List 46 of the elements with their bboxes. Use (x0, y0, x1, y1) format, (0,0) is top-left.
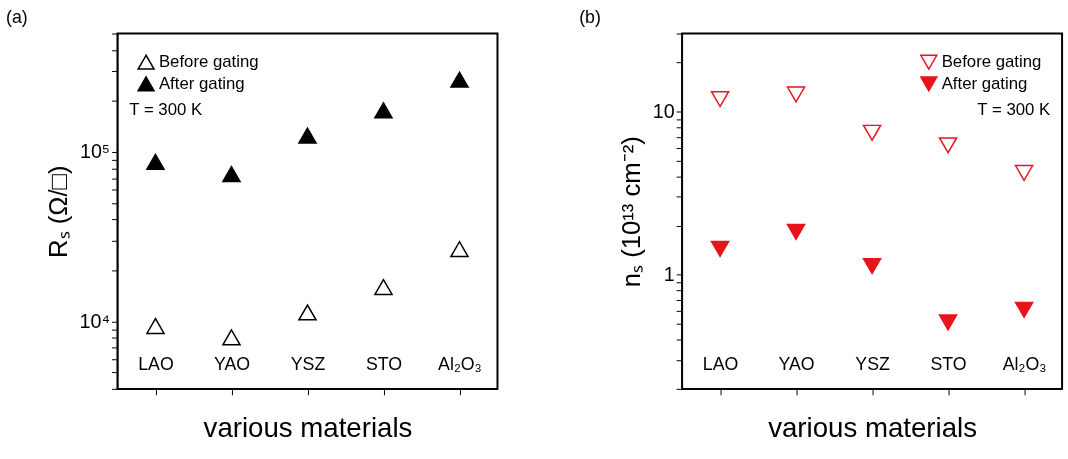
y-tick-label: 10 (652, 99, 675, 122)
x-tick-label: LAO (138, 353, 174, 374)
point (298, 127, 317, 144)
point (938, 314, 958, 331)
x-tick-label: YAO (778, 353, 815, 374)
x-tick-label: STO (930, 353, 967, 374)
point (374, 102, 393, 119)
x-tick-label: LAO (702, 353, 739, 374)
point (146, 153, 165, 170)
x-tick-label: Al₂O₃ (1002, 353, 1047, 374)
point (450, 71, 469, 88)
x-tick-label: STO (365, 353, 403, 374)
point (710, 240, 730, 258)
annotation: T = 300 K (977, 100, 1051, 120)
point (786, 223, 806, 241)
x-axis-title: various materials (203, 412, 413, 444)
point (1014, 301, 1034, 318)
y-tick-label: 1 (663, 263, 675, 286)
legend-label: After gating (941, 73, 1028, 93)
y-axis-title: nₛ (10¹³ cm⁻²) (616, 136, 645, 288)
point (862, 257, 882, 275)
point (938, 137, 958, 154)
point (222, 329, 241, 346)
point (710, 90, 730, 108)
annotation: T = 300 K (129, 100, 203, 120)
point (222, 165, 241, 183)
x-tick-label: YSZ (855, 353, 890, 374)
point (298, 304, 317, 321)
point (146, 317, 165, 335)
y-axis-title: Rₛ (Ω/□) (43, 165, 72, 258)
x-tick-label: Al₂O₃ (438, 353, 482, 374)
point (786, 86, 806, 103)
point (374, 278, 393, 296)
x-tick-label: YSZ (290, 353, 326, 374)
legend-label: After gating (158, 73, 245, 93)
y-tick-label: 10⁴ (79, 309, 111, 332)
point (1014, 164, 1034, 182)
chart-title: (b) (579, 7, 601, 28)
legend-label: Before gating (158, 52, 259, 72)
x-tick-label: YAO (213, 353, 251, 374)
point (450, 241, 469, 258)
legend-label: Before gating (941, 52, 1042, 72)
y-tick-label: 10⁵ (79, 140, 111, 163)
point (862, 124, 882, 141)
x-axis-title: various materials (768, 412, 977, 444)
chart-title: (a) (6, 7, 28, 28)
